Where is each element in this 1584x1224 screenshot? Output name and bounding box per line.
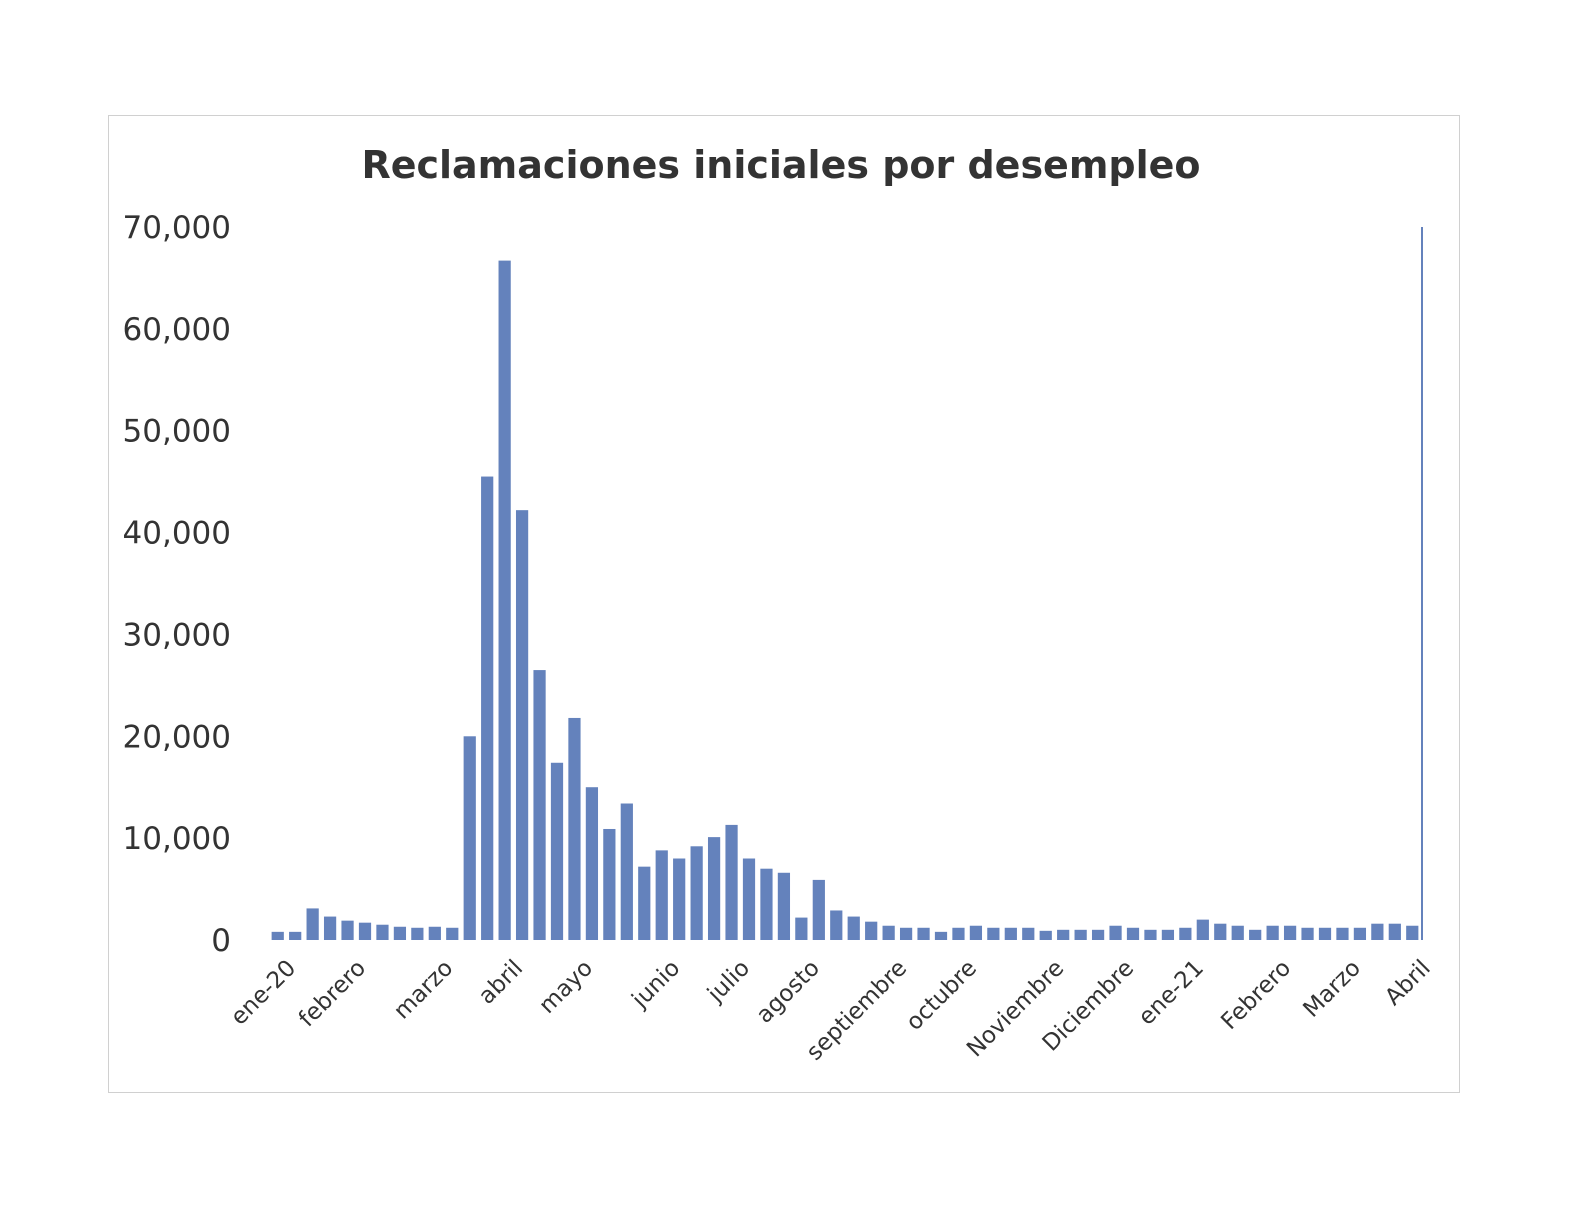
bar	[760, 868, 773, 940]
bar	[446, 927, 459, 940]
x-tick-label: Marzo	[1298, 955, 1366, 1023]
bar	[865, 921, 878, 940]
bar	[1318, 927, 1332, 940]
bar	[1109, 925, 1122, 940]
bar-chart: Reclamaciones iniciales por desempleo 0 1…	[123, 143, 1436, 1066]
bars	[271, 260, 1419, 940]
bar	[620, 803, 633, 940]
bar	[358, 922, 372, 940]
bar	[393, 926, 407, 940]
bar	[603, 828, 616, 940]
bar	[271, 931, 284, 940]
y-tick-label: 70,000	[123, 210, 231, 246]
bar	[969, 925, 983, 940]
bar	[1196, 919, 1209, 940]
bar	[690, 846, 703, 940]
bar	[742, 858, 756, 940]
bar	[533, 670, 546, 940]
bar	[428, 926, 441, 940]
bar	[882, 925, 895, 940]
bar	[1074, 929, 1087, 940]
bar	[1249, 929, 1262, 940]
bar	[673, 858, 686, 940]
y-tick-label: 10,000	[123, 821, 231, 857]
bar	[1004, 927, 1017, 940]
bar	[1091, 929, 1105, 940]
y-tick-label: 40,000	[123, 516, 231, 552]
bar	[1022, 927, 1035, 940]
bar	[1179, 927, 1192, 940]
bar	[1353, 927, 1367, 940]
bar	[777, 872, 791, 940]
bar	[1336, 927, 1349, 940]
x-tick-label: Febrero	[1216, 955, 1296, 1035]
y-tick-label: 20,000	[123, 719, 231, 755]
bar	[515, 510, 529, 940]
x-tick-label: ene-20	[226, 955, 301, 1030]
x-tick-label: agosto	[751, 955, 824, 1028]
bar	[1283, 925, 1297, 940]
bar	[1388, 923, 1401, 940]
x-tick-label: junio	[627, 955, 686, 1014]
bar	[481, 476, 494, 940]
bar	[306, 908, 319, 940]
bar	[463, 736, 476, 940]
chart-frame: Reclamaciones iniciales por desempleo 0 1…	[108, 115, 1460, 1093]
bar	[1144, 929, 1157, 940]
bar	[725, 824, 738, 940]
bar	[1161, 929, 1175, 940]
y-axis-ticks: 0 10,000 20,000 30,000 40,000 50,000 60,000 70,…	[123, 210, 231, 959]
bar	[987, 927, 1000, 940]
bar	[830, 910, 843, 940]
bar	[1231, 925, 1244, 940]
x-tick-label: julio	[702, 955, 755, 1008]
y-tick-label: 50,000	[123, 414, 231, 450]
x-tick-label: Abril	[1380, 955, 1436, 1011]
bar	[1406, 925, 1419, 940]
bar	[1039, 930, 1052, 940]
bar	[289, 931, 302, 940]
bar	[707, 837, 721, 940]
bar	[917, 927, 930, 940]
bar	[341, 920, 354, 940]
bar	[498, 260, 511, 940]
bar	[934, 931, 948, 940]
bar	[655, 850, 668, 940]
bar	[847, 916, 860, 940]
bar	[1057, 929, 1070, 940]
bar	[1301, 927, 1314, 940]
x-tick-label: octubre	[901, 955, 982, 1036]
bar	[376, 924, 389, 940]
bar	[1126, 927, 1140, 940]
bar	[1214, 923, 1227, 940]
x-tick-label: marzo	[389, 955, 458, 1024]
bar	[585, 787, 599, 940]
bar	[1371, 923, 1384, 940]
x-tick-label: febrero	[294, 955, 371, 1032]
bar	[323, 916, 337, 940]
bar	[638, 866, 651, 940]
bar	[550, 762, 564, 940]
bar	[899, 927, 913, 940]
y-tick-label: 60,000	[123, 312, 231, 348]
y-tick-label: 0	[211, 923, 231, 959]
bar	[1266, 925, 1279, 940]
x-tick-label: mayo	[534, 955, 598, 1019]
chart-title: Reclamaciones iniciales por desempleo	[361, 143, 1200, 187]
bar	[952, 927, 965, 940]
y-tick-label: 30,000	[123, 617, 231, 653]
bar	[795, 917, 808, 940]
bar	[568, 717, 581, 940]
x-tick-label: abril	[474, 955, 528, 1009]
bar	[411, 927, 424, 940]
bar	[812, 879, 825, 940]
x-tick-label: ene-21	[1134, 955, 1209, 1030]
